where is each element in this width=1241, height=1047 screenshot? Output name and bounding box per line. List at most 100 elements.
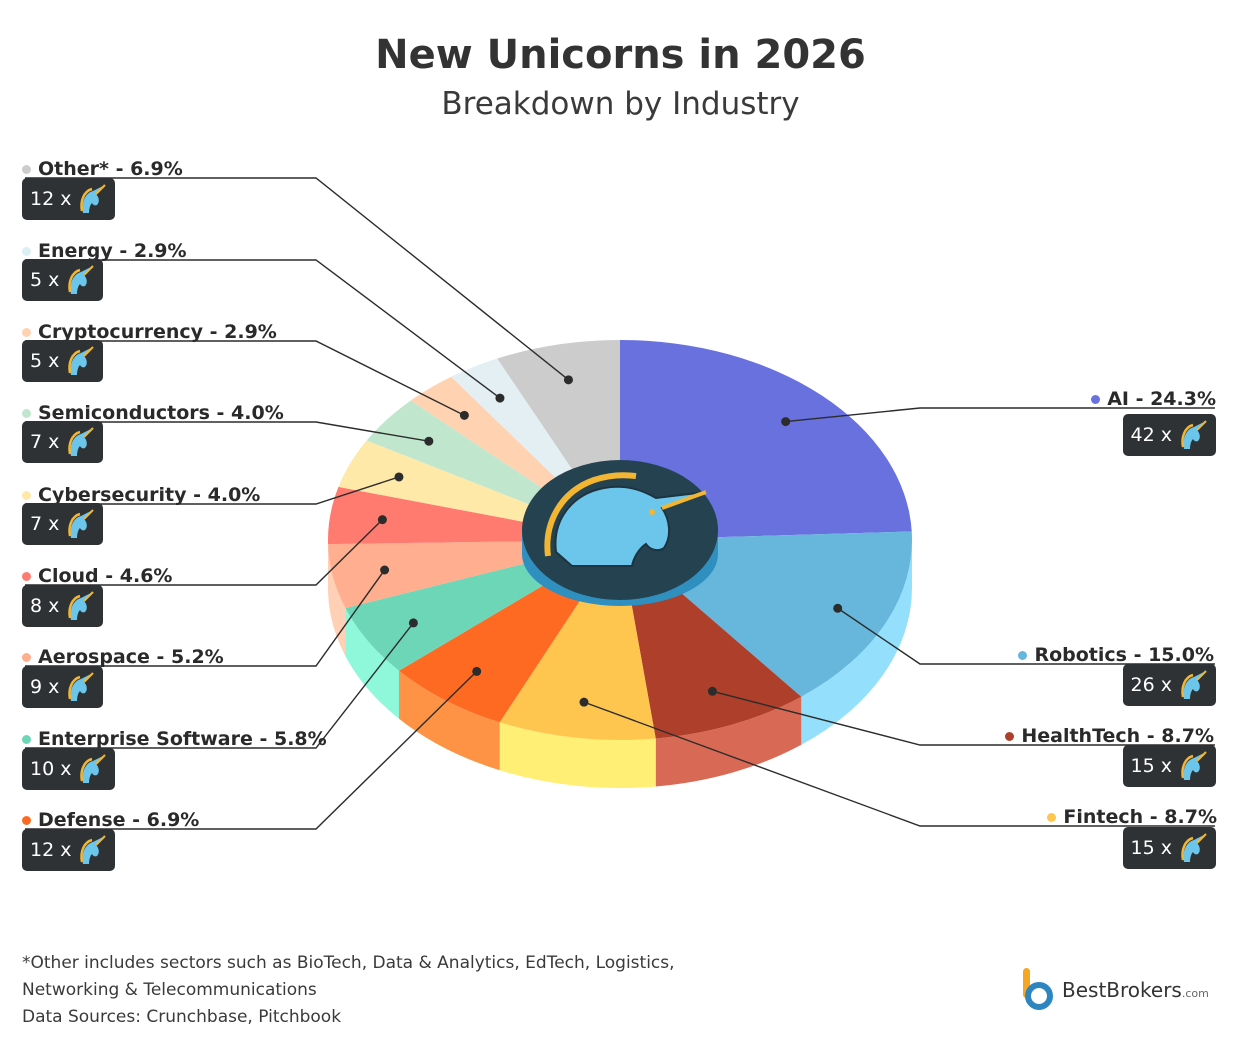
count-badge-other: 12 x <box>22 178 116 220</box>
leader-anchor-semiconductors <box>424 436 434 446</box>
brand-name: BestBrokers <box>1062 978 1182 1002</box>
count-badge-robotics: 26 x <box>1122 664 1216 706</box>
slice-label-text: HealthTech - 8.7% <box>1021 725 1214 747</box>
count-badge-ai: 42 x <box>1122 414 1216 456</box>
count-badge-text: 9 x <box>30 676 60 698</box>
leader-line-other <box>25 177 569 381</box>
slice-label-text: Fintech - 8.7% <box>1063 806 1217 828</box>
unicorn-head-icon <box>80 754 107 783</box>
pie-side-aerospace <box>328 544 346 657</box>
legend-dot <box>1018 650 1028 660</box>
slice-label-text: Semiconductors - 4.0% <box>38 402 284 424</box>
slice-label-cybersecurity: Cybersecurity - 4.0% <box>22 484 260 506</box>
leader-line-semiconductors <box>25 421 429 442</box>
slice-label-text: Robotics - 15.0% <box>1034 644 1214 666</box>
slice-label-ai: AI - 24.3% <box>1091 388 1216 410</box>
count-badge-text: 5 x <box>30 350 60 372</box>
count-badge-text: 12 x <box>30 188 72 210</box>
leader-line-cryptocurrency <box>25 340 465 416</box>
count-badge-healthtech: 15 x <box>1122 745 1216 787</box>
pie-side-healthtech <box>655 696 802 787</box>
legend-dot <box>22 246 31 256</box>
leader-anchor-healthtech <box>707 686 717 696</box>
leader-anchor-cloud <box>377 515 387 525</box>
legend-dot <box>1091 394 1101 404</box>
slice-label-text: Cloud - 4.6% <box>38 565 173 587</box>
count-badge-text: 42 x <box>1130 424 1172 446</box>
count-badge-aerospace: 9 x <box>22 666 104 708</box>
leader-line-energy <box>25 259 501 399</box>
count-badge-defense: 12 x <box>22 829 116 871</box>
unicorn-head-icon <box>68 672 95 701</box>
pie-side-defense <box>398 670 500 771</box>
count-badge-cryptocurrency: 5 x <box>22 340 104 382</box>
slice-label-text: AI - 24.3% <box>1107 388 1216 410</box>
slice-label-text: Defense - 6.9% <box>38 809 200 831</box>
count-badge-text: 10 x <box>30 758 72 780</box>
slice-label-robotics: Robotics - 15.0% <box>1018 644 1214 666</box>
leader-line-aerospace <box>25 569 386 667</box>
leader-anchor-energy <box>495 393 505 403</box>
slice-label-semiconductors: Semiconductors - 4.0% <box>22 402 284 424</box>
pie-side-layer <box>328 540 912 788</box>
slice-label-cryptocurrency: Cryptocurrency - 2.9% <box>22 321 277 343</box>
unicorn-head-icon <box>1181 833 1207 862</box>
unicorn-head-icon <box>68 591 95 620</box>
leader-lines <box>25 177 1215 830</box>
leader-anchor-defense <box>472 666 482 676</box>
legend-dot <box>22 652 31 662</box>
slice-label-text: Energy - 2.9% <box>38 240 187 262</box>
slice-label-text: Other* - 6.9% <box>38 158 183 180</box>
leader-line-ai <box>785 407 1215 423</box>
unicorn-head-icon <box>68 427 95 456</box>
slice-label-text: Cryptocurrency - 2.9% <box>38 321 277 343</box>
leader-line-enterprise-software <box>25 622 414 749</box>
unicorn-head-icon <box>1181 420 1207 449</box>
pie-side-fintech <box>499 722 656 788</box>
slice-label-other: Other* - 6.9% <box>22 158 183 180</box>
footnote-line: *Other includes sectors such as BioTech,… <box>22 953 675 973</box>
leader-line-robotics <box>837 607 1215 665</box>
bestbrokers-logo-icon <box>1023 968 1053 1010</box>
legend-dot <box>22 408 31 418</box>
data-sources: Data Sources: Crunchbase, Pitchbook <box>22 1007 342 1027</box>
legend-dot <box>22 571 31 581</box>
unicorn-head-icon <box>80 835 107 864</box>
count-badge-cloud: 8 x <box>22 585 104 627</box>
count-badge-enterprise-software: 10 x <box>22 748 116 790</box>
leader-anchor-cryptocurrency <box>459 410 469 420</box>
count-badge-text: 26 x <box>1130 674 1172 696</box>
count-badge-text: 7 x <box>30 431 60 453</box>
slice-label-healthtech: HealthTech - 8.7% <box>1005 725 1214 747</box>
slice-label-text: Aerospace - 5.2% <box>38 646 224 668</box>
brand-logo[interactable]: BestBrokers.com <box>1020 966 1209 1014</box>
slice-label-enterprise-software: Enterprise Software - 5.8% <box>22 728 327 750</box>
leader-line-cloud <box>25 519 383 586</box>
leader-anchor-robotics <box>833 603 843 613</box>
legend-dot <box>22 815 31 825</box>
unicorn-head-icon <box>80 184 107 213</box>
leader-line-fintech <box>583 701 1215 827</box>
slice-label-energy: Energy - 2.9% <box>22 240 187 262</box>
unicorn-head-icon <box>1181 670 1207 699</box>
footnote-line: Networking & Telecommunications <box>22 980 317 1000</box>
count-badge-text: 15 x <box>1130 837 1172 859</box>
leader-anchor-fintech <box>579 697 589 707</box>
legend-dot <box>22 164 31 174</box>
leader-anchor-cybersecurity <box>394 472 404 482</box>
unicorn-head-icon <box>1181 751 1207 780</box>
leader-anchor-other <box>563 375 573 385</box>
legend-dot <box>22 734 31 744</box>
footnote: *Other includes sectors such as BioTech,… <box>22 950 675 1031</box>
legend-dot <box>22 327 31 337</box>
unicorn-head-icon <box>68 346 95 375</box>
count-badge-fintech: 15 x <box>1122 827 1216 869</box>
slice-label-text: Cybersecurity - 4.0% <box>38 484 261 506</box>
slice-label-fintech: Fintech - 8.7% <box>1047 806 1217 828</box>
brand-suffix: .com <box>1181 987 1209 1000</box>
count-badge-text: 7 x <box>30 513 60 535</box>
count-badge-text: 12 x <box>30 839 72 861</box>
chart-title: New Unicorns in 2026 <box>375 32 866 78</box>
slice-label-text: Enterprise Software - 5.8% <box>38 728 327 750</box>
